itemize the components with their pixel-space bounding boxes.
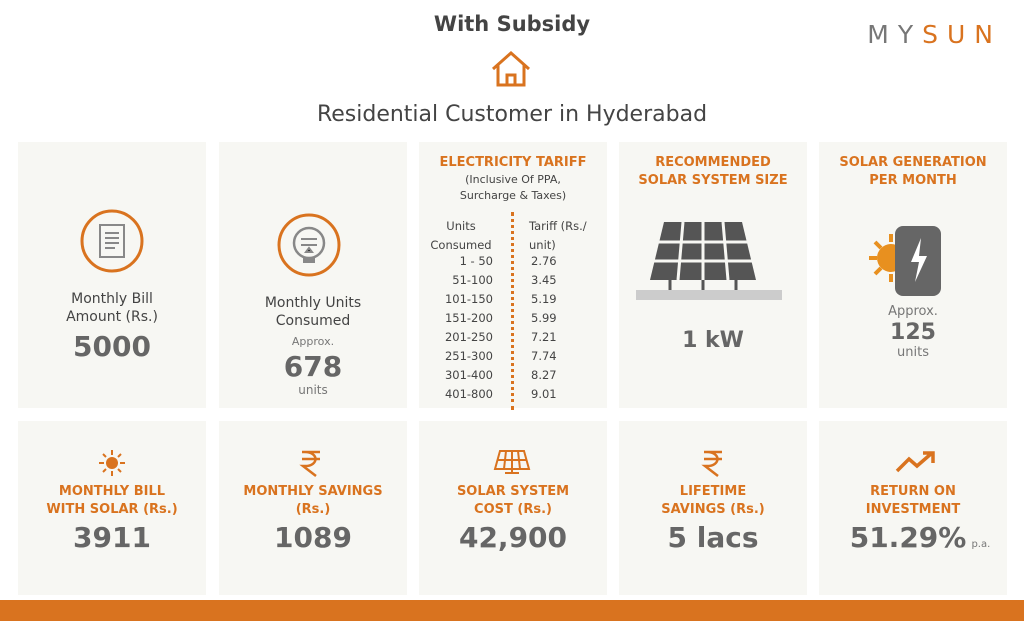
logo-part: SUN (922, 20, 1002, 49)
tariff-row: 1 - 50 2.76 (419, 254, 607, 273)
title: With Subsidy (433, 12, 591, 36)
tariff-row: 251-300 7.74 (419, 349, 607, 368)
tariff-rate: 5.99 (531, 311, 557, 325)
tariff-range: 151-200 (444, 311, 493, 325)
bottom-card: LIFETIME SAVINGS (Rs.) 5 lacs (619, 421, 807, 595)
value: 125 (890, 320, 936, 345)
value: 678 (283, 350, 343, 383)
bottom-card: SOLAR SYSTEM COST (Rs.) 42,900 (419, 421, 607, 595)
tariff-row: 151-200 5.99 (419, 311, 607, 330)
tariff-card: ELECTRICITY TARIFF (Inclusive Of PPA, Su… (419, 142, 607, 410)
value-wrap: 51.29% p.a. (819, 521, 1007, 554)
tariff-rate: 8.27 (531, 368, 557, 382)
trend-icon (895, 451, 935, 473)
panel-icon (636, 221, 782, 300)
tariff-row: 301-400 8.27 (419, 368, 607, 387)
logo: MYSUN (867, 20, 1002, 49)
tariff-range: 51-100 (452, 273, 493, 287)
tariff-rate: 3.45 (531, 273, 557, 287)
size-card: RECOMMENDED SOLAR SYSTEM SIZE 1 kW (619, 142, 807, 408)
unit: units (298, 383, 328, 397)
tariff-range: 301-400 (444, 368, 493, 382)
units-card: Monthly Units Consumed Approx. 678 units (219, 142, 407, 408)
value: 42,900 (458, 521, 568, 554)
tariff-rate: 7.74 (531, 349, 557, 363)
rupee-icon (299, 450, 320, 477)
divider (511, 212, 514, 410)
tariff-range: 401-800 (444, 387, 493, 401)
tariff-range: 251-300 (444, 349, 493, 363)
tariff-row: 401-800 9.01 (419, 387, 607, 406)
label: SOLAR SYSTEM COST (Rs.) (456, 484, 570, 517)
footer-bar (0, 600, 1024, 621)
tariff-row: 51-100 3.45 (419, 273, 607, 292)
subtitle: Residential Customer in Hyderabad (316, 102, 708, 127)
panel-small-icon (493, 450, 531, 474)
col-header: Tariff (Rs./ unit) (529, 219, 587, 252)
tariff-range: 101-150 (444, 292, 493, 306)
bottom-card: MONTHLY BILL WITH SOLAR (Rs.) 3911 (18, 421, 206, 595)
prefix: Approx. (888, 304, 938, 319)
value: 51.29% (849, 521, 967, 554)
tariff-range: 201-250 (444, 330, 493, 344)
tariff-title: ELECTRICITY TARIFF (439, 155, 587, 170)
value: 1 kW (682, 328, 744, 353)
bottom-card: MONTHLY SAVINGS (Rs.) 1089 (219, 421, 407, 595)
tariff-rate: 5.19 (531, 292, 557, 306)
tariff-rate: 9.01 (531, 387, 557, 401)
bottom-card: RETURN ON INVESTMENT 51.29% p.a. (819, 421, 1007, 595)
unit: units (897, 345, 929, 360)
meter-icon (277, 213, 341, 277)
house-icon (492, 50, 530, 87)
label: MONTHLY SAVINGS (Rs.) (243, 484, 383, 517)
tariff-rate: 7.21 (531, 330, 557, 344)
tariff-note: (Inclusive Of PPA, Surcharge & Taxes) (459, 173, 567, 202)
label: MONTHLY BILL WITH SOLAR (Rs.) (46, 484, 178, 517)
bill-card: Monthly Bill Amount (Rs.) 5000 (18, 142, 206, 408)
generation-icon (869, 226, 941, 296)
logo-part: MY (867, 20, 923, 49)
tariff-row: 101-150 5.19 (419, 292, 607, 311)
value: 3911 (73, 521, 151, 554)
tariff-row: 201-250 7.21 (419, 330, 607, 349)
label: RETURN ON INVESTMENT (865, 484, 961, 517)
prefix: Approx. (291, 335, 335, 348)
value: 5000 (73, 330, 151, 363)
label: Monthly Bill Amount (Rs.) (66, 291, 158, 325)
col-header: Units Consumed (430, 219, 492, 252)
tariff-range: 1 - 50 (459, 254, 493, 268)
label: Monthly Units Consumed (264, 295, 362, 329)
tariff-rate: 2.76 (531, 254, 557, 268)
value: 1089 (274, 521, 352, 554)
sun-icon (99, 450, 125, 476)
bill-icon (80, 209, 144, 273)
generation-card: SOLAR GENERATION PER MONTH Approx. 125 u… (819, 142, 1007, 408)
value: 5 lacs (667, 521, 759, 554)
suffix: p.a. (971, 539, 991, 550)
card-title: RECOMMENDED SOLAR SYSTEM SIZE (638, 155, 788, 188)
label: LIFETIME SAVINGS (Rs.) (661, 484, 765, 517)
rupee-icon (701, 450, 722, 477)
card-title: SOLAR GENERATION PER MONTH (839, 155, 987, 188)
